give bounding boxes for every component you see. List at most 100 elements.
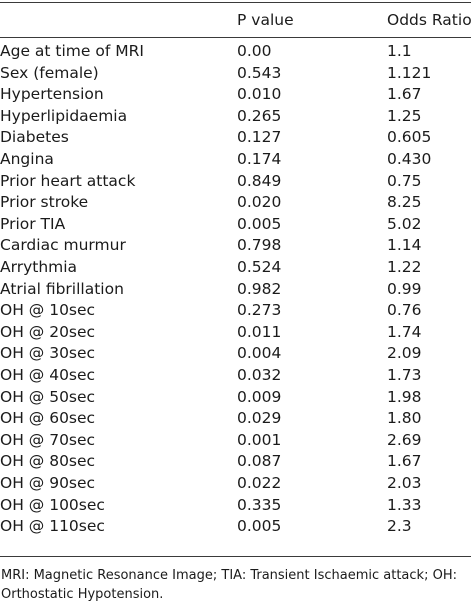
table-row: OH @ 70sec 0.001 2.69 xyxy=(0,430,471,452)
row-odds-ratio: 1.67 xyxy=(387,452,422,471)
table-row: OH @ 10sec 0.273 0.76 xyxy=(0,300,471,322)
table-header-rule xyxy=(0,37,471,38)
row-odds-ratio: 0.430 xyxy=(387,150,432,169)
table-row: OH @ 20sec 0.011 1.74 xyxy=(0,322,471,344)
row-p-value: 0.001 xyxy=(237,430,282,449)
row-variable: Prior heart attack xyxy=(0,171,136,190)
row-p-value: 0.005 xyxy=(237,214,282,233)
row-variable: Age at time of MRI xyxy=(0,42,144,61)
row-odds-ratio: 1.74 xyxy=(387,322,422,341)
table-bottom-rule xyxy=(0,556,471,557)
table-header: P value Odds Ratio xyxy=(0,5,471,36)
results-table: P value Odds Ratio Age at time of MRI 0.0… xyxy=(0,5,471,538)
row-variable: OH @ 70sec xyxy=(0,430,96,449)
row-odds-ratio: 1.33 xyxy=(387,495,422,514)
row-odds-ratio: 2.09 xyxy=(387,344,422,363)
row-p-value: 0.543 xyxy=(237,63,282,82)
row-p-value: 0.005 xyxy=(237,517,282,536)
row-variable: OH @ 110sec xyxy=(0,517,105,536)
table-body: Age at time of MRI 0.00 1.1 Sex (female) 0.5… xyxy=(0,36,471,538)
row-p-value: 0.849 xyxy=(237,171,282,190)
row-odds-ratio: 0.605 xyxy=(387,128,432,147)
table-row: OH @ 90sec 0.022 2.03 xyxy=(0,473,471,495)
row-odds-ratio: 2.69 xyxy=(387,430,422,449)
row-odds-ratio: 5.02 xyxy=(387,214,422,233)
table-row: Prior stroke 0.020 8.25 xyxy=(0,192,471,214)
row-variable: OH @ 10sec xyxy=(0,301,96,320)
row-p-value: 0.798 xyxy=(237,236,282,255)
row-odds-ratio: 1.67 xyxy=(387,85,422,104)
row-odds-ratio: 8.25 xyxy=(387,193,422,212)
row-variable: OH @ 60sec xyxy=(0,409,96,428)
row-p-value: 0.004 xyxy=(237,344,282,363)
row-p-value: 0.087 xyxy=(237,452,282,471)
row-variable: Arrythmia xyxy=(0,257,78,276)
row-odds-ratio: 1.80 xyxy=(387,409,422,428)
row-odds-ratio: 1.22 xyxy=(387,257,422,276)
row-variable: OH @ 80sec xyxy=(0,452,96,471)
row-p-value: 0.265 xyxy=(237,106,282,125)
row-p-value: 0.011 xyxy=(237,322,282,341)
table-row: OH @ 40sec 0.032 1.73 xyxy=(0,365,471,387)
row-variable: Prior TIA xyxy=(0,214,66,233)
table-row: Diabetes 0.127 0.605 xyxy=(0,127,471,149)
table-row: Sex (female) 0.543 1.121 xyxy=(0,63,471,85)
table-row: Angina 0.174 0.430 xyxy=(0,149,471,171)
table-row: Arrythmia 0.524 1.22 xyxy=(0,257,471,279)
table-row: Hyperlipidaemia 0.265 1.25 xyxy=(0,106,471,128)
row-variable: Angina xyxy=(0,150,54,169)
row-odds-ratio: 1.14 xyxy=(387,236,422,255)
table-row: Prior heart attack 0.849 0.75 xyxy=(0,171,471,193)
row-variable: OH @ 40sec xyxy=(0,365,96,384)
table-row: OH @ 100sec 0.335 1.33 xyxy=(0,494,471,516)
table-row: OH @ 50sec 0.009 1.98 xyxy=(0,387,471,409)
table-row: Cardiac murmur 0.798 1.14 xyxy=(0,235,471,257)
header-variable xyxy=(0,5,237,36)
table-footnote: MRI: Magnetic Resonance Image; TIA: Tran… xyxy=(1,568,457,602)
row-variable: Sex (female) xyxy=(0,63,99,82)
table-row: OH @ 110sec 0.005 2.3 xyxy=(0,516,471,538)
row-odds-ratio: 1.98 xyxy=(387,387,422,406)
row-p-value: 0.020 xyxy=(237,193,282,212)
row-p-value: 0.524 xyxy=(237,257,282,276)
row-odds-ratio: 1.1 xyxy=(387,42,412,61)
row-odds-ratio: 0.99 xyxy=(387,279,422,298)
row-variable: Prior stroke xyxy=(0,193,89,212)
row-p-value: 0.029 xyxy=(237,409,282,428)
row-p-value: 0.982 xyxy=(237,279,282,298)
table-row: Age at time of MRI 0.00 1.1 xyxy=(0,36,471,63)
row-p-value: 0.010 xyxy=(237,85,282,104)
row-odds-ratio: 1.73 xyxy=(387,365,422,384)
row-odds-ratio: 0.76 xyxy=(387,301,422,320)
row-p-value: 0.00 xyxy=(237,42,272,61)
row-odds-ratio: 1.25 xyxy=(387,106,422,125)
row-p-value: 0.174 xyxy=(237,150,282,169)
row-variable: OH @ 50sec xyxy=(0,387,96,406)
header-row: P value Odds Ratio xyxy=(0,5,471,36)
row-p-value: 0.009 xyxy=(237,387,282,406)
row-p-value: 0.022 xyxy=(237,473,282,492)
row-variable: OH @ 100sec xyxy=(0,495,105,514)
row-odds-ratio: 2.3 xyxy=(387,517,412,536)
row-odds-ratio: 0.75 xyxy=(387,171,422,190)
header-odds-ratio: Odds Ratio xyxy=(387,10,471,29)
table-row: OH @ 30sec 0.004 2.09 xyxy=(0,343,471,365)
row-p-value: 0.273 xyxy=(237,301,282,320)
table-row: Atrial fibrillation 0.982 0.99 xyxy=(0,279,471,301)
row-odds-ratio: 1.121 xyxy=(387,63,432,82)
row-variable: Atrial fibrillation xyxy=(0,279,124,298)
row-variable: OH @ 20sec xyxy=(0,322,96,341)
row-variable: Hypertension xyxy=(0,85,104,104)
table-top-rule xyxy=(0,2,471,3)
row-variable: Hyperlipidaemia xyxy=(0,106,128,125)
row-variable: Diabetes xyxy=(0,128,69,147)
row-p-value: 0.032 xyxy=(237,365,282,384)
row-p-value: 0.335 xyxy=(237,495,282,514)
row-variable: Cardiac murmur xyxy=(0,236,126,255)
row-variable: OH @ 90sec xyxy=(0,473,96,492)
row-variable: OH @ 30sec xyxy=(0,344,96,363)
table-row: Prior TIA 0.005 5.02 xyxy=(0,214,471,236)
table-row: OH @ 60sec 0.029 1.80 xyxy=(0,408,471,430)
table-row: Hypertension 0.010 1.67 xyxy=(0,84,471,106)
